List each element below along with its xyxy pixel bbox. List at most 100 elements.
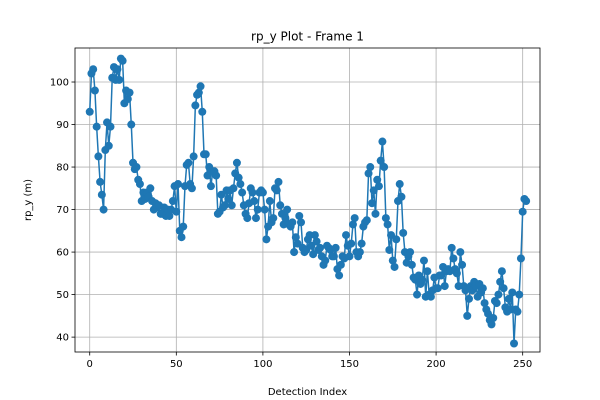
data-point — [125, 88, 134, 97]
data-point — [127, 120, 136, 129]
data-point — [234, 173, 243, 182]
y-axis: 40 50 60 70 80 90 100 — [50, 78, 75, 344]
data-point — [290, 248, 299, 257]
data-point — [497, 267, 506, 276]
data-point — [371, 209, 380, 218]
data-point — [452, 269, 461, 278]
data-point — [513, 307, 522, 316]
data-point — [516, 254, 525, 263]
data-point — [274, 177, 283, 186]
data-point — [348, 220, 357, 229]
data-point — [168, 197, 177, 206]
data-point — [383, 220, 392, 229]
data-point — [260, 205, 269, 214]
data-point — [187, 184, 196, 193]
data-point — [288, 218, 297, 227]
data-point — [265, 197, 274, 206]
y-tick-label: 60 — [56, 248, 69, 259]
data-point — [191, 101, 200, 110]
data-point — [269, 214, 278, 223]
data-point — [329, 252, 338, 261]
data-point — [90, 86, 99, 95]
data-point — [321, 256, 330, 265]
data-point — [97, 190, 106, 199]
data-point — [406, 248, 415, 257]
data-point — [179, 222, 188, 231]
x-tick-label: 0 — [87, 359, 93, 370]
data-point — [355, 248, 364, 257]
data-point — [248, 188, 257, 197]
data-point — [508, 288, 517, 297]
data-point — [165, 211, 174, 220]
y-tick-label: 80 — [56, 163, 69, 174]
data-point — [243, 214, 252, 223]
data-point — [224, 194, 233, 203]
data-point — [463, 311, 472, 320]
y-axis-label: rp_y (m) — [23, 179, 34, 221]
data-point — [177, 233, 186, 242]
data-point — [510, 339, 519, 348]
data-point — [331, 243, 340, 252]
data-point — [123, 95, 132, 104]
data-point — [464, 294, 473, 303]
data-point — [515, 290, 524, 299]
data-point — [397, 192, 406, 201]
data-point — [118, 56, 127, 65]
data-point — [94, 152, 103, 161]
data-point — [272, 186, 281, 195]
chart-title: rp_y Plot - Frame 1 — [251, 30, 364, 44]
data-point — [146, 184, 155, 193]
data-point — [440, 282, 449, 291]
data-point — [106, 122, 115, 131]
data-point — [281, 214, 290, 223]
data-point — [297, 218, 306, 227]
data-point — [390, 262, 399, 271]
data-point — [229, 184, 238, 193]
data-point — [115, 75, 124, 84]
data-point — [395, 180, 404, 189]
data-point — [184, 158, 193, 167]
x-axis-label: Detection Index — [268, 387, 347, 398]
data-point — [132, 163, 141, 172]
data-point — [504, 294, 513, 303]
data-point — [496, 277, 505, 286]
data-point — [413, 290, 422, 299]
plot-frame — [74, 47, 541, 353]
data-point — [392, 235, 401, 244]
data-point — [227, 201, 236, 210]
data-point — [85, 107, 94, 116]
data-point — [99, 205, 108, 214]
x-tick-label: 50 — [170, 359, 183, 370]
data-point — [423, 267, 432, 276]
data-point — [499, 284, 508, 293]
data-point — [407, 260, 416, 269]
data-point — [89, 65, 98, 74]
data-point — [345, 252, 354, 261]
data-point — [385, 245, 394, 254]
data-point — [206, 182, 215, 191]
data-point — [276, 201, 285, 210]
y-tick-label: 40 — [56, 333, 69, 344]
data-point — [283, 205, 292, 214]
data-point — [362, 216, 371, 225]
data-point — [291, 233, 300, 242]
data-point — [368, 199, 377, 208]
y-tick-label: 100 — [50, 78, 69, 89]
data-point — [447, 243, 456, 252]
y-tick-label: 90 — [56, 120, 69, 131]
x-tick-label: 150 — [340, 359, 359, 370]
data-point — [135, 180, 144, 189]
data-point — [449, 254, 458, 263]
y-tick-label: 70 — [56, 205, 69, 216]
data-point — [92, 122, 101, 131]
data-point — [104, 141, 113, 150]
data-point — [518, 207, 527, 216]
data-point — [196, 82, 205, 91]
data-point — [336, 260, 345, 269]
data-point — [189, 152, 198, 161]
data-point — [295, 211, 304, 220]
data-point — [478, 284, 487, 293]
data-point — [522, 197, 531, 206]
data-point — [316, 243, 325, 252]
